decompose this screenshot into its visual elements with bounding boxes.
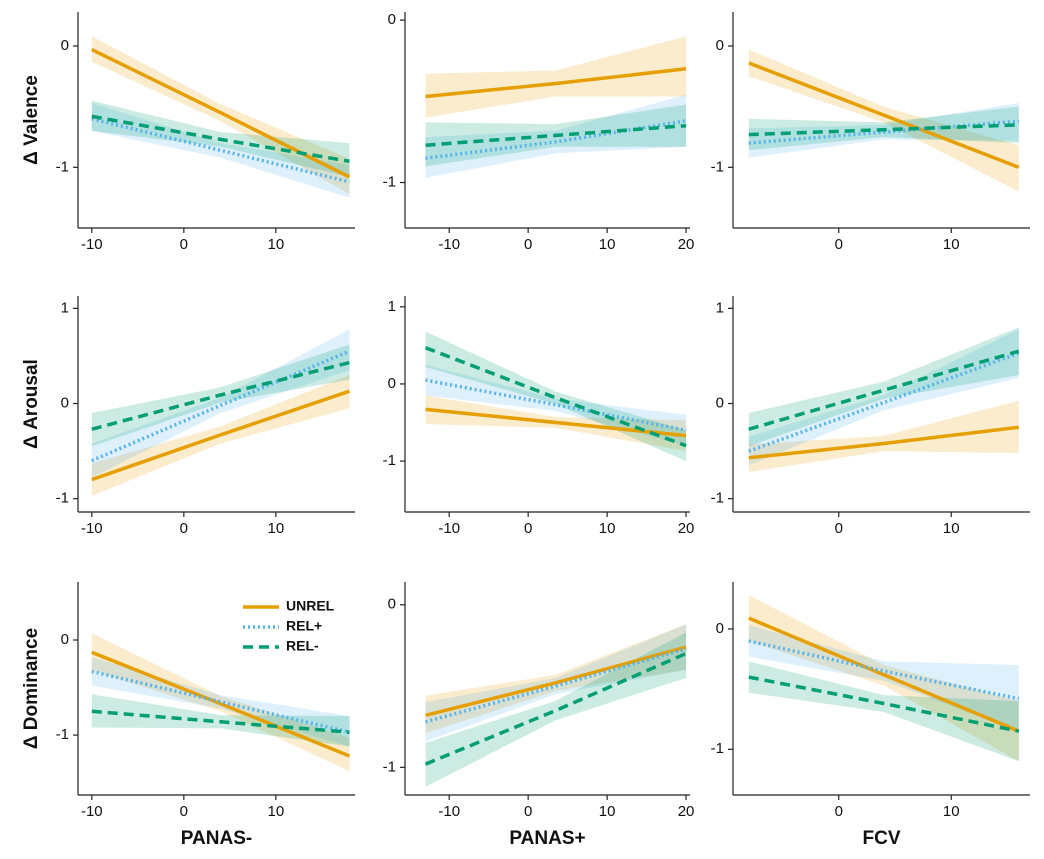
x-tick-label: -10	[438, 236, 460, 253]
confidence-band	[748, 661, 1019, 762]
regression-line	[425, 645, 687, 717]
confidence-band	[748, 49, 1019, 192]
x-tick-label: 10	[268, 803, 285, 820]
regression-line	[748, 61, 1020, 169]
regression-line	[91, 709, 350, 734]
y-tick-label: 0	[61, 394, 69, 411]
y-tick-label: 0	[716, 620, 724, 637]
x-tick-label: -10	[81, 520, 103, 537]
x-tick-label: 0	[524, 803, 532, 820]
y-tick-label: 1	[61, 299, 69, 316]
x-tick-label: 0	[835, 803, 843, 820]
y-axis-label-group: Δ Valence	[21, 75, 42, 165]
x-axis-label: PANAS-	[181, 828, 252, 849]
x-tick-label: 20	[678, 803, 695, 820]
x-tick-label: 20	[678, 236, 695, 253]
x-axis-label: FCV	[863, 828, 901, 849]
y-tick-label: -1	[383, 758, 396, 775]
x-tick-label: 0	[180, 803, 188, 820]
x-tick-label: 0	[180, 520, 188, 537]
regression-line	[91, 48, 351, 179]
x-tick-label: 10	[268, 236, 285, 253]
regression-line	[748, 675, 1020, 733]
legend-label: UNREL	[286, 598, 335, 614]
confidence-band	[425, 364, 687, 446]
legend-label: REL+	[286, 618, 322, 634]
regression-line	[748, 425, 1020, 460]
regression-line	[748, 616, 1020, 733]
confidence-band	[425, 624, 687, 734]
y-tick-label: -1	[56, 726, 69, 743]
y-tick-label: -1	[711, 490, 724, 507]
y-tick-label: -1	[56, 490, 69, 507]
y-tick-label: 0	[716, 394, 724, 411]
x-tick-label: 0	[835, 236, 843, 253]
x-tick-label: -10	[81, 803, 103, 820]
y-tick-label: -1	[383, 452, 396, 469]
y-tick-label: 0	[388, 596, 396, 613]
confidence-band	[748, 400, 1019, 472]
x-tick-label: 0	[524, 236, 532, 253]
regression-line	[91, 117, 350, 184]
regression-line	[748, 123, 1019, 137]
x-axis-label: PANAS+	[509, 828, 585, 849]
x-tick-label: -10	[438, 803, 460, 820]
regression-line	[91, 114, 350, 164]
y-axis-label: Δ Dominance	[21, 628, 42, 749]
regression-line	[425, 647, 687, 724]
y-tick-label: 0	[716, 37, 724, 54]
regression-line	[91, 360, 350, 431]
x-tick-label: 20	[678, 520, 695, 537]
confidence-band	[748, 595, 1019, 762]
x-tick-label: 10	[943, 236, 960, 253]
x-tick-label: 10	[268, 520, 285, 537]
confidence-band	[425, 632, 687, 787]
confidence-band	[748, 327, 1019, 447]
y-tick-label: 0	[388, 11, 396, 28]
x-tick-label: 0	[524, 520, 532, 537]
regression-line	[425, 67, 687, 99]
confidence-band	[425, 36, 687, 118]
x-tick-label: -10	[438, 520, 460, 537]
y-tick-label: -1	[383, 173, 396, 190]
regression-line	[91, 650, 351, 758]
y-tick-label: 0	[61, 631, 69, 648]
y-tick-label: 1	[716, 299, 724, 316]
regression-line	[424, 346, 687, 448]
y-tick-label: 0	[388, 375, 396, 392]
y-axis-label-group: Δ Dominance	[21, 628, 42, 749]
y-tick-label: 0	[61, 37, 69, 54]
x-tick-label: 10	[599, 520, 616, 537]
x-tick-label: 10	[943, 803, 960, 820]
regression-line	[91, 389, 351, 482]
confidence-band	[748, 329, 1019, 466]
y-tick-label: -1	[56, 158, 69, 175]
y-axis-label: Δ Valence	[21, 75, 42, 165]
y-axis-label-group: Δ Arousal	[21, 359, 42, 449]
regression-line	[425, 378, 687, 432]
y-axis-label: Δ Arousal	[21, 359, 42, 449]
legend-label: REL-	[286, 638, 319, 654]
x-tick-label: 0	[180, 236, 188, 253]
x-tick-label: 10	[599, 236, 616, 253]
x-tick-label: 10	[943, 520, 960, 537]
y-tick-label: -1	[711, 740, 724, 757]
regression-line	[425, 119, 687, 160]
regression-line	[91, 669, 350, 734]
y-tick-label: -1	[711, 158, 724, 175]
regression-line	[425, 123, 687, 147]
y-tick-label: 1	[388, 298, 396, 315]
x-tick-label: -10	[81, 236, 103, 253]
regression-line	[748, 639, 1020, 701]
confidence-band	[91, 36, 350, 194]
x-tick-label: 0	[835, 520, 843, 537]
x-tick-label: 10	[599, 803, 616, 820]
regression-line	[91, 349, 351, 463]
